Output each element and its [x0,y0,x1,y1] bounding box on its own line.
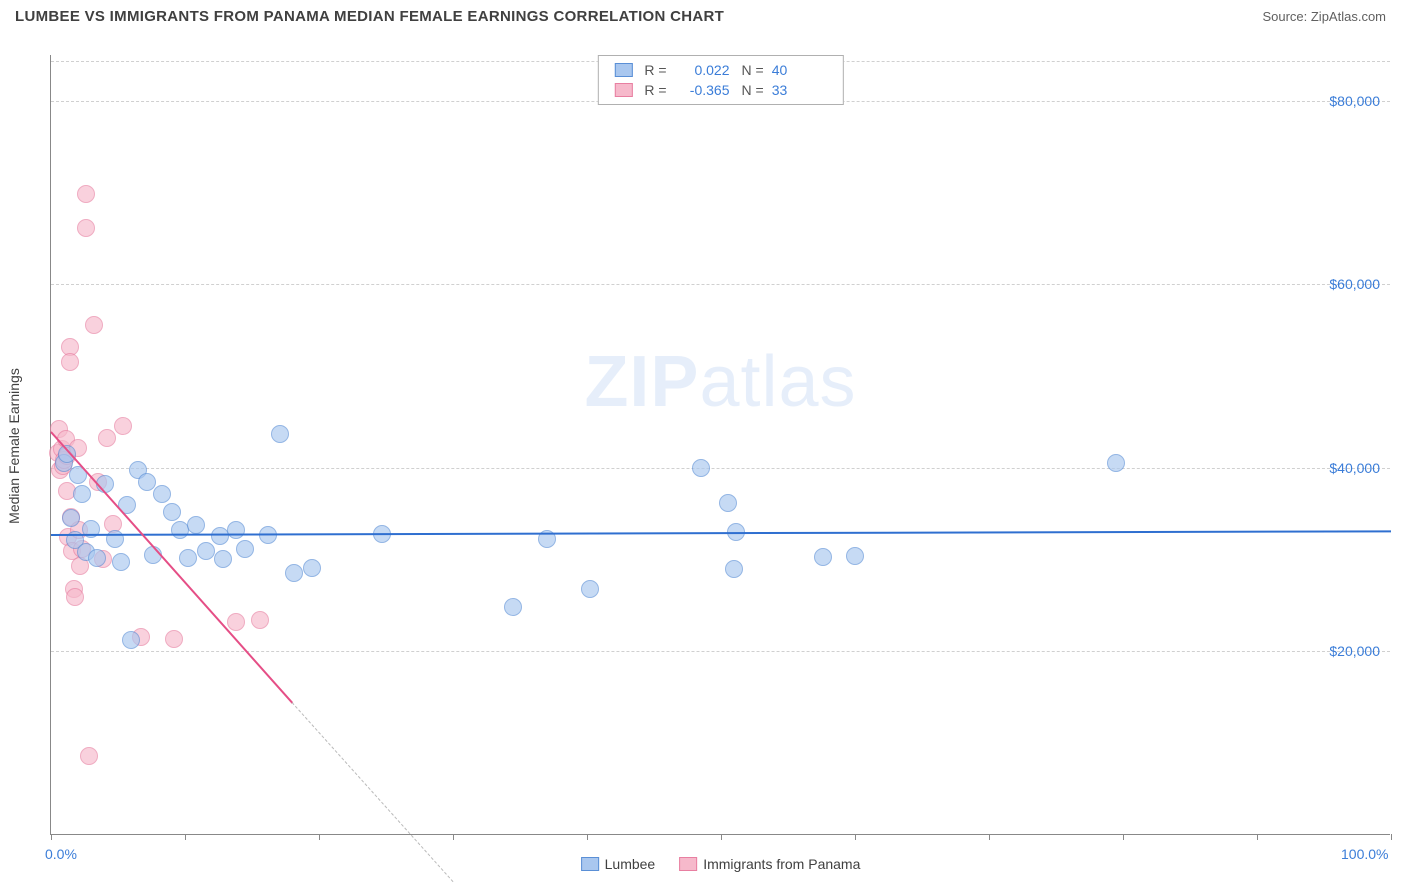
n-label: N = [742,62,764,78]
x-tick [855,834,856,840]
data-point [80,747,98,765]
data-point [62,509,80,527]
x-tick [721,834,722,840]
data-point [73,485,91,503]
data-point [719,494,737,512]
data-point [271,425,289,443]
stats-legend: R = 0.022 N = 40 R = -0.365 N = 33 [597,55,843,105]
data-point [214,550,232,568]
chart-source: Source: ZipAtlas.com [1262,9,1386,24]
legend-item: Lumbee [581,856,656,872]
stats-row: R = -0.365 N = 33 [598,80,842,100]
r-value: -0.365 [675,82,730,98]
legend-swatch [614,83,632,97]
chart-header: LUMBEE VS IMMIGRANTS FROM PANAMA MEDIAN … [0,0,1406,33]
data-point [227,613,245,631]
data-point [85,316,103,334]
x-tick [1123,834,1124,840]
r-label: R = [644,82,666,98]
data-point [122,631,140,649]
data-point [77,219,95,237]
x-tick [587,834,588,840]
data-point [61,353,79,371]
y-axis-label: Median Female Earnings [6,368,22,524]
data-point [504,598,522,616]
stats-row: R = 0.022 N = 40 [598,60,842,80]
n-value: 33 [772,82,827,98]
regression-line [51,530,1391,536]
legend-label: Lumbee [605,856,656,872]
n-label: N = [742,82,764,98]
series-legend: Lumbee Immigrants from Panama [581,856,861,872]
data-point [236,540,254,558]
data-point [692,459,710,477]
data-point [153,485,171,503]
plot-area: ZIPatlas $20,000 $40,000 $60,000 $80,000 0.0… [50,55,1390,835]
n-value: 40 [772,62,827,78]
y-tick-label: $20,000 [1329,643,1380,659]
y-tick-label: $80,000 [1329,93,1380,109]
gridline [51,468,1390,469]
legend-label: Immigrants from Panama [703,856,860,872]
y-tick-label: $40,000 [1329,460,1380,476]
y-tick-label: $60,000 [1329,276,1380,292]
data-point [846,547,864,565]
legend-swatch [614,63,632,77]
data-point [66,588,84,606]
chart-title: LUMBEE VS IMMIGRANTS FROM PANAMA MEDIAN … [15,8,724,25]
x-tick [185,834,186,840]
x-tick [989,834,990,840]
data-point [581,580,599,598]
r-label: R = [644,62,666,78]
data-point [106,530,124,548]
x-tick-label: 100.0% [1341,846,1388,862]
data-point [285,564,303,582]
data-point [1107,454,1125,472]
x-tick-label: 0.0% [45,846,77,862]
data-point [227,521,245,539]
data-point [98,429,116,447]
x-tick [1391,834,1392,840]
regression-line [292,702,454,882]
gridline [51,651,1390,652]
data-point [163,503,181,521]
data-point [187,516,205,534]
legend-swatch [581,857,599,871]
x-tick [319,834,320,840]
data-point [179,549,197,567]
legend-item: Immigrants from Panama [679,856,860,872]
data-point [814,548,832,566]
x-tick [1257,834,1258,840]
watermark: ZIPatlas [584,341,856,423]
data-point [165,630,183,648]
data-point [251,611,269,629]
legend-swatch [679,857,697,871]
data-point [112,553,130,571]
data-point [114,417,132,435]
x-tick [453,834,454,840]
data-point [303,559,321,577]
data-point [77,185,95,203]
data-point [725,560,743,578]
gridline [51,284,1390,285]
x-tick [51,834,52,840]
r-value: 0.022 [675,62,730,78]
data-point [88,549,106,567]
